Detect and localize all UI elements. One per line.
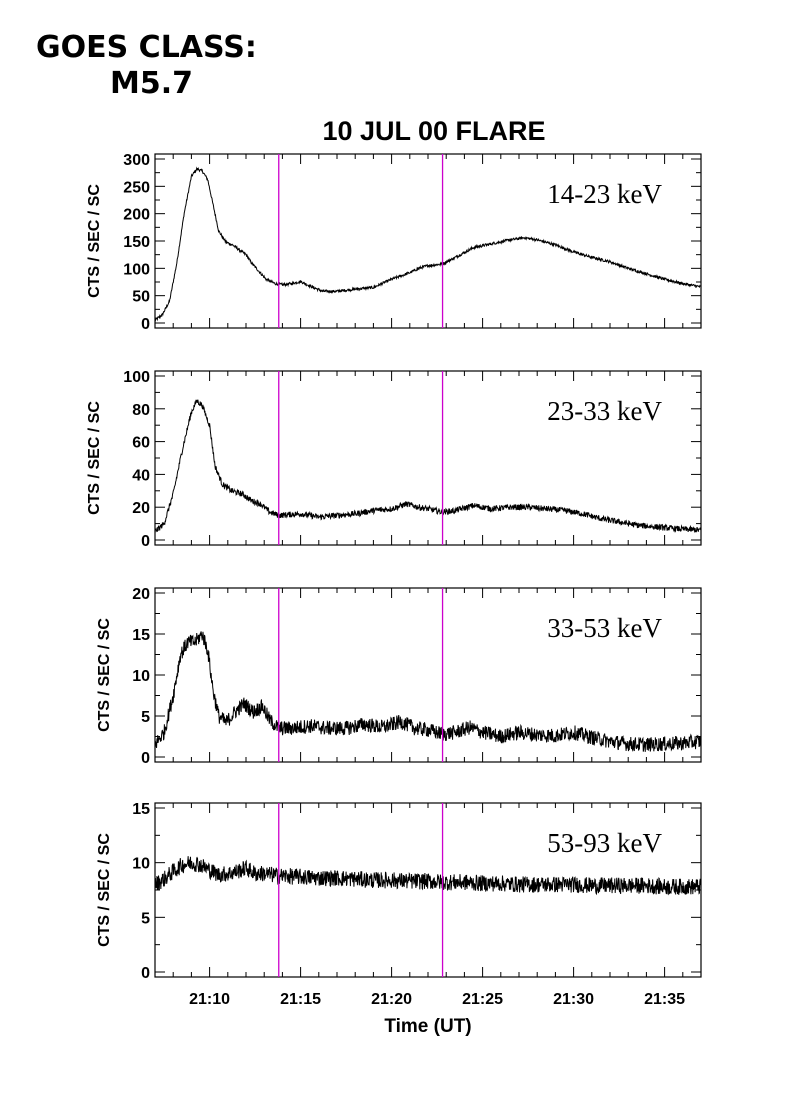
series-line bbox=[154, 856, 702, 896]
y-tick-label: 200 bbox=[123, 207, 150, 224]
x-tick-label: 21:25 bbox=[462, 991, 503, 1008]
goes-class-label: GOES CLASS: M5.7 bbox=[36, 30, 296, 102]
panel-2: 0 20 40 60 80 100 CTS / SEC / SC 23-33 keV bbox=[86, 369, 702, 550]
energy-band-label: 33-53 keV bbox=[547, 613, 662, 643]
y-axis-label: CTS / SEC / SC bbox=[96, 618, 113, 732]
y-axis-label: CTS / SEC / SC bbox=[86, 184, 103, 298]
x-tick-label: 21:20 bbox=[371, 991, 412, 1008]
y-tick-label: 250 bbox=[123, 179, 150, 196]
goes-class-heading: GOES CLASS: bbox=[36, 30, 257, 65]
energy-band-label: 14-23 keV bbox=[547, 179, 662, 209]
y-tick-label: 0 bbox=[141, 965, 150, 982]
y-tick-label: 100 bbox=[123, 369, 150, 386]
energy-band-label: 53-93 keV bbox=[547, 828, 662, 858]
goes-class-value: M5.7 bbox=[110, 66, 193, 101]
x-tick-label: 21:15 bbox=[280, 991, 321, 1008]
series-line bbox=[154, 631, 702, 752]
x-tick-label: 21:30 bbox=[553, 991, 594, 1008]
y-tick-label: 0 bbox=[141, 316, 150, 333]
y-tick-label: 40 bbox=[132, 467, 150, 484]
panel-4: 0 5 10 15 CTS / SEC / SC 53-93 keV bbox=[96, 801, 702, 982]
y-tick-label: 15 bbox=[132, 627, 150, 644]
plot-title: 10 JUL 00 FLARE bbox=[322, 116, 545, 146]
y-tick-label: 100 bbox=[123, 261, 150, 278]
series-line bbox=[154, 399, 702, 534]
x-tick-label: 21:10 bbox=[189, 991, 230, 1008]
y-tick-label: 150 bbox=[123, 234, 150, 251]
panel-1: 0 50 100 150 200 250 300 CTS / SEC / SC 14-23 ke… bbox=[86, 152, 702, 333]
x-axis-label: Time (UT) bbox=[384, 1016, 471, 1037]
y-axis-label: CTS / SEC / SC bbox=[86, 401, 103, 515]
y-tick-label: 10 bbox=[132, 668, 150, 685]
y-tick-label: 0 bbox=[141, 750, 150, 767]
panel-3: 0 5 10 15 20 CTS / SEC / SC 33-53 keV bbox=[96, 586, 702, 767]
y-tick-label: 10 bbox=[132, 856, 150, 873]
series-line bbox=[154, 166, 702, 322]
y-axis-label: CTS / SEC / SC bbox=[96, 833, 113, 947]
y-tick-label: 15 bbox=[132, 801, 150, 818]
y-tick-label: 60 bbox=[132, 435, 150, 452]
y-tick-label: 300 bbox=[123, 152, 150, 169]
y-tick-label: 20 bbox=[132, 586, 150, 603]
y-tick-label: 20 bbox=[132, 500, 150, 517]
y-tick-label: 80 bbox=[132, 402, 150, 419]
y-tick-label: 0 bbox=[141, 533, 150, 550]
energy-band-label: 23-33 keV bbox=[547, 396, 662, 426]
y-tick-label: 50 bbox=[132, 289, 150, 306]
x-tick-label: 21:35 bbox=[644, 991, 685, 1008]
y-tick-label: 5 bbox=[141, 709, 150, 726]
y-tick-label: 5 bbox=[141, 910, 150, 927]
